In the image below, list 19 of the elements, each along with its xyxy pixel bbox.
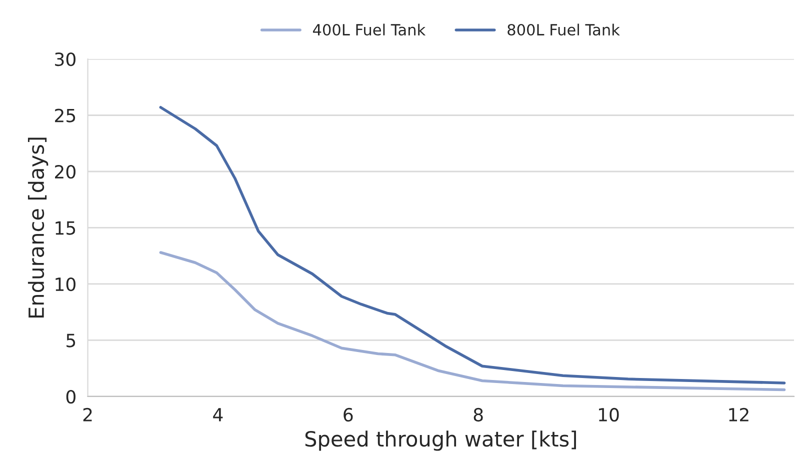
legend-label: 800L Fuel Tank xyxy=(508,24,620,36)
y-tick-label: 10 xyxy=(56,277,76,292)
x-tick-label: 12 xyxy=(729,408,748,422)
y-tick-label: 0 xyxy=(66,390,76,404)
y-axis-title: Endurance [days] xyxy=(28,138,48,318)
legend-label: 400L Fuel Tank xyxy=(313,24,426,36)
x-tick-label: 6 xyxy=(344,408,353,422)
x-tick-label: 2 xyxy=(83,408,92,422)
line-series xyxy=(159,251,786,392)
x-axis-title: Speed through water [kts] xyxy=(305,430,576,451)
x-tick-label: 8 xyxy=(474,408,483,422)
x-tick-label: 10 xyxy=(599,408,619,422)
y-tick-label: 5 xyxy=(66,334,76,348)
y-tick-label: 15 xyxy=(56,221,76,235)
x-tick-label: 4 xyxy=(213,408,223,422)
y-tick-label: 20 xyxy=(55,164,76,179)
y-tick-label: 25 xyxy=(55,108,76,122)
y-tick-label: 30 xyxy=(55,52,76,66)
line-series xyxy=(159,106,786,384)
